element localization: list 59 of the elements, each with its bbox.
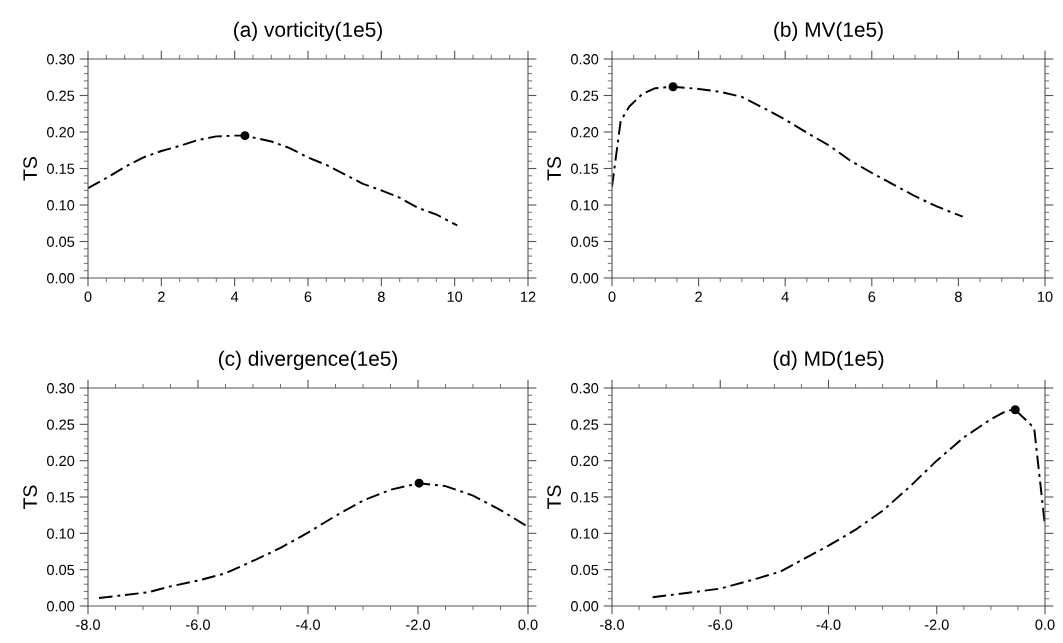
y-tick-label: 0.25 — [570, 419, 599, 430]
y-tick-label: 0.10 — [46, 528, 75, 539]
y-tick-label: 0.15 — [46, 492, 75, 503]
x-tick-label: 10 — [1038, 291, 1053, 302]
y-tick-label: 0.10 — [570, 528, 599, 539]
y-tick-label: 0.20 — [46, 455, 75, 467]
y-tick-label: 0.30 — [46, 383, 75, 394]
x-tick-label: 0 — [84, 291, 92, 302]
y-axis-title: TS — [23, 485, 38, 509]
y-tick-label: 0.25 — [570, 90, 599, 101]
x-tick-label: -8.0 — [76, 619, 100, 630]
x-tick-label: 0 — [608, 291, 616, 302]
y-axis-title: TS — [23, 156, 38, 181]
y-axis-title: TS — [547, 485, 562, 509]
x-tick-label: 12 — [521, 291, 536, 302]
y-tick-label: 0.15 — [570, 163, 599, 174]
y-tick-label: 0.10 — [570, 200, 599, 211]
x-tick-label: -6.0 — [186, 619, 210, 630]
y-tick-label: 0.00 — [46, 601, 75, 612]
x-tick-label: 4 — [781, 291, 789, 302]
y-tick-label: 0.00 — [46, 273, 75, 284]
y-tick-label: 0.20 — [570, 127, 599, 138]
x-tick-label: -8.0 — [600, 619, 624, 630]
y-axis-title: TS — [547, 156, 562, 181]
chart-title: (d) MD(1e5) — [773, 350, 884, 371]
x-tick-label: 0.0 — [518, 619, 538, 630]
y-tick-label: 0.30 — [46, 54, 75, 65]
y-tick-label: 0.05 — [46, 564, 75, 576]
y-tick-label: 0.05 — [570, 236, 599, 247]
x-tick-label: 8 — [377, 291, 385, 302]
y-tick-label: 0.20 — [570, 455, 599, 467]
x-tick-label: 0.0 — [1035, 619, 1055, 630]
y-tick-label: 0.25 — [46, 90, 75, 101]
x-tick-label: 6 — [868, 291, 876, 302]
y-tick-label: 0.00 — [570, 601, 599, 612]
x-tick-label: 2 — [695, 291, 702, 302]
x-tick-label: -6.0 — [708, 619, 733, 630]
x-tick-label: 4 — [230, 291, 239, 302]
y-tick-label: 0.05 — [570, 564, 599, 576]
y-tick-label: 0.25 — [46, 419, 75, 430]
chart-title: (c) divergence(1e5) — [218, 350, 398, 371]
x-tick-label: 2 — [158, 291, 165, 302]
y-tick-label: 0.05 — [46, 236, 75, 247]
x-tick-label: 8 — [954, 291, 962, 302]
y-tick-label: 0.30 — [570, 383, 599, 394]
x-tick-label: 10 — [447, 291, 463, 302]
x-tick-label: -4.0 — [816, 619, 841, 630]
y-tick-label: 0.10 — [46, 200, 75, 211]
y-tick-label: 0.00 — [570, 273, 599, 284]
chart-title: (b) MV(1e5) — [774, 21, 883, 42]
y-tick-label: 0.20 — [46, 127, 75, 138]
chart-title: (a) vorticity(1e5) — [234, 21, 382, 42]
y-tick-label: 0.30 — [570, 54, 599, 65]
x-tick-label: -2.0 — [406, 619, 430, 630]
y-tick-label: 0.15 — [46, 163, 75, 174]
x-tick-label: 6 — [304, 291, 312, 302]
x-tick-label: -2.0 — [924, 619, 949, 630]
x-tick-label: -4.0 — [296, 619, 320, 630]
y-tick-label: 0.15 — [570, 492, 599, 503]
